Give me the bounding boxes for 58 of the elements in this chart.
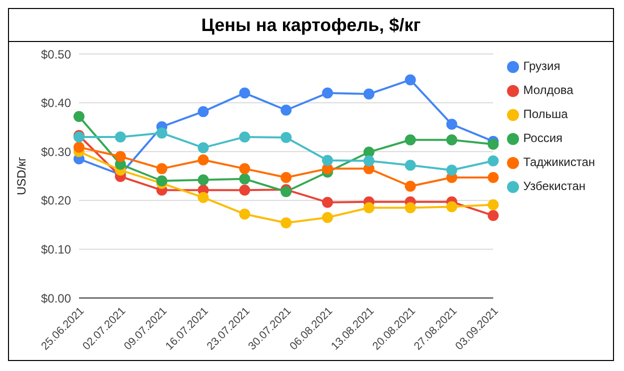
point: [280, 104, 292, 116]
legend-label: Молдова: [523, 83, 574, 97]
point: [280, 132, 292, 143]
y-tick-label: $0.40: [40, 96, 72, 110]
point: [404, 202, 416, 214]
point: [488, 210, 499, 222]
point: [239, 88, 250, 99]
point: [363, 155, 374, 166]
point: [488, 138, 499, 150]
point: [198, 142, 209, 154]
point: [404, 134, 416, 146]
y-tick-label: $0.50: [40, 47, 72, 62]
point: [156, 175, 168, 186]
point: [363, 146, 374, 158]
point: [280, 172, 292, 183]
point: [322, 88, 334, 99]
point: [488, 155, 499, 166]
point: [404, 180, 416, 192]
legend-label: Россия: [523, 131, 563, 145]
point: [404, 160, 416, 171]
point: [156, 163, 168, 174]
point: [114, 131, 126, 142]
point: [446, 134, 458, 146]
y-tick-label: $0.10: [40, 242, 72, 256]
point: [198, 154, 209, 166]
chart-title: Цены на картофель, $/кг: [9, 9, 613, 42]
y-tick-label: $0.30: [40, 144, 72, 159]
point: [198, 106, 209, 118]
point: [198, 192, 209, 203]
legend-label: Таджикистан: [523, 155, 595, 169]
legend-label: Узбекистан: [523, 179, 586, 193]
point: [363, 202, 374, 214]
point: [74, 142, 84, 153]
point: [404, 74, 416, 86]
y-tick-label: $0.00: [40, 291, 72, 306]
y-axis-title: USD/кг: [14, 156, 28, 196]
point: [488, 199, 499, 210]
point: [280, 217, 292, 228]
point: [239, 131, 250, 142]
point: [239, 173, 250, 184]
y-tick-label: $0.20: [40, 194, 72, 208]
point: [156, 128, 168, 139]
point: [322, 154, 334, 166]
point: [198, 174, 209, 186]
point: [239, 208, 250, 220]
point: [114, 150, 126, 162]
legend-label: Польша: [523, 107, 568, 121]
point: [239, 163, 250, 174]
legend-label: Грузия: [523, 59, 560, 73]
point: [74, 110, 84, 122]
point: [446, 164, 458, 176]
point: [488, 172, 499, 183]
point: [239, 184, 250, 196]
point: [446, 118, 458, 130]
point: [322, 196, 334, 208]
point: [322, 212, 334, 223]
point: [446, 201, 458, 212]
point: [363, 88, 374, 100]
